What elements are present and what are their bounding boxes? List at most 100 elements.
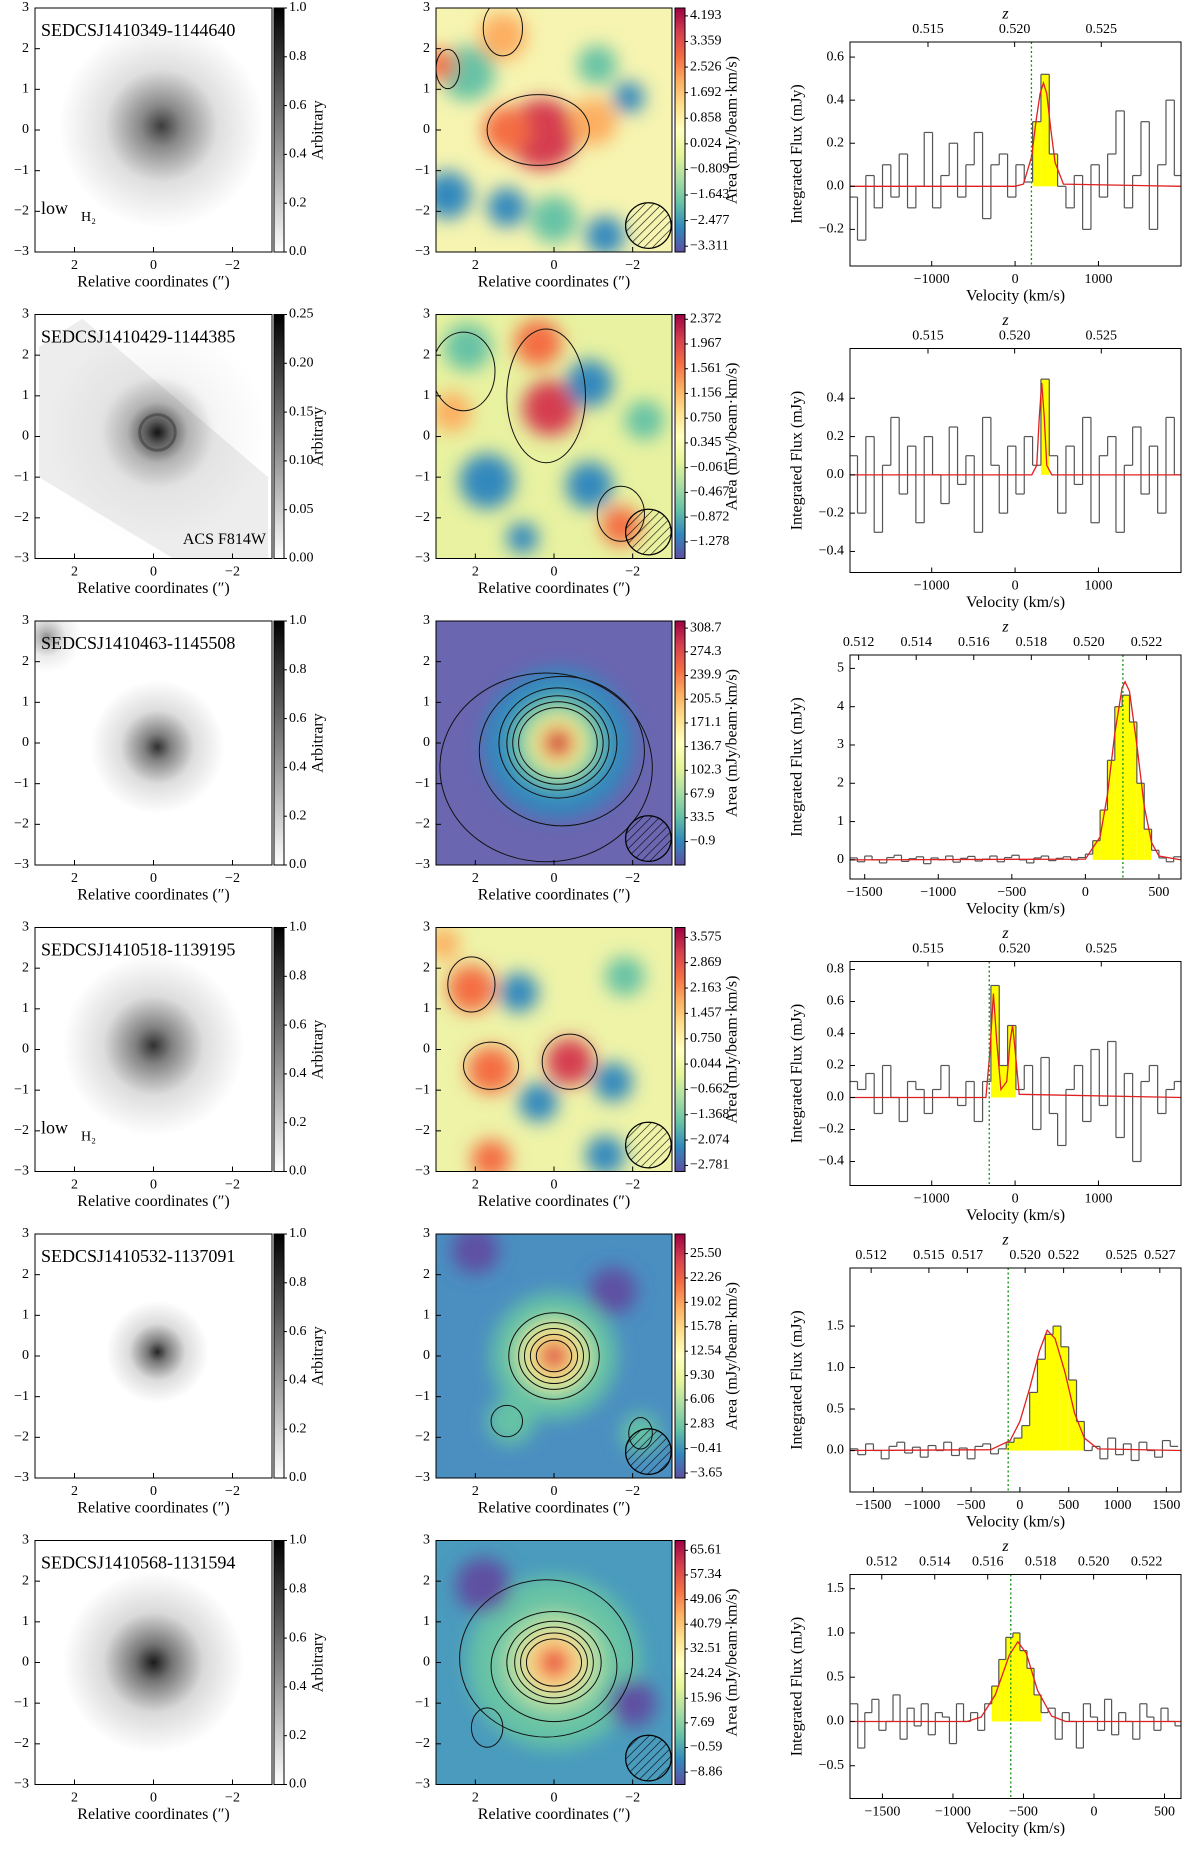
colorbar-tick-label: 4.193 [690, 8, 722, 23]
emission-blob [609, 1679, 657, 1727]
x-tick-label: 0 [551, 871, 558, 886]
x-axis-label: Velocity (km/s) [966, 288, 1065, 305]
line-emission-fill [1122, 695, 1130, 860]
colorbar-tick-label: 1.0 [289, 1533, 307, 1548]
x-tick-label: 2 [472, 565, 479, 580]
colorbar-tick-label: 0.2 [289, 808, 307, 823]
axes-frame [849, 348, 1182, 573]
x-axis-label: Relative coordinates (″) [77, 887, 229, 904]
emission-blob [518, 1082, 558, 1123]
x-tick-label: −2 [625, 1791, 640, 1806]
colorbar [273, 314, 285, 559]
colorbar-tick-label: 2.372 [690, 311, 722, 326]
y-axis-label: Integrated Flux (mJy) [789, 1617, 806, 1757]
x-tick-label: −2 [625, 565, 640, 580]
colorbar-label: Area (mJy/beam·km/s) [724, 669, 741, 817]
y-tick-label: 1.0 [827, 1360, 845, 1375]
emission-blob [436, 392, 472, 432]
x-tick-label: 1000 [1084, 272, 1112, 287]
colorbar [273, 927, 285, 1172]
line-emission-fill [998, 1659, 1006, 1722]
colorbar-tick-label: 25.50 [690, 1246, 722, 1261]
y-tick-label: 0.6 [827, 49, 845, 64]
emission-blob [487, 1397, 535, 1445]
y-tick-label: 2 [22, 41, 29, 56]
y-tick-label: −1 [14, 1082, 29, 1097]
colorbar-tick-label: 0.00 [289, 551, 314, 566]
colorbar-tick-label: 0.2 [289, 195, 307, 210]
colorbar-tick-label: 239.9 [690, 668, 722, 683]
object-name: SEDCSJ1410429-1144385 [41, 327, 235, 347]
x-tick-label: 0 [551, 1484, 558, 1499]
line-emission-fill [1019, 1650, 1027, 1722]
y-tick-label: 2 [22, 1267, 29, 1282]
colorbar-label: Area (mJy/beam·km/s) [724, 1589, 741, 1737]
x-tick-label: 0 [150, 1178, 157, 1193]
x2-tick-label: 0.518 [1025, 1555, 1057, 1570]
x-axis-label: Velocity (km/s) [966, 1514, 1065, 1531]
colorbar [273, 620, 285, 866]
gaussian-fit [850, 382, 1181, 476]
x2-tick-label: 0.520 [999, 329, 1031, 344]
x2-tick-label: 0.522 [1131, 1555, 1163, 1570]
colorbar-tick-label: −2.074 [690, 1132, 729, 1147]
annotation: H₂ [81, 210, 96, 225]
y-tick-label: 2 [423, 41, 430, 56]
colorbar [674, 7, 686, 253]
emission-blob [522, 380, 578, 436]
y-tick-label: −2 [415, 1123, 430, 1138]
y-tick-label: −2 [415, 1430, 430, 1445]
emission-blob [577, 45, 617, 85]
y-axis-label: Integrated Flux (mJy) [789, 1310, 806, 1450]
y-tick-label: 3 [22, 1533, 29, 1548]
contour [490, 1611, 618, 1723]
y-tick-label: −0.4 [819, 1154, 844, 1169]
x-tick-label: −2 [625, 1484, 640, 1499]
axes-frame [849, 1574, 1182, 1799]
x2-axis-label: z [1001, 619, 1009, 636]
emission-blob [585, 216, 625, 252]
contour [447, 956, 496, 1013]
y-tick-label: 3 [423, 920, 430, 935]
y-tick-label: 1 [423, 1001, 430, 1016]
colorbar-tick-label: 3.575 [690, 930, 722, 945]
y-axis-label: Integrated Flux (mJy) [789, 84, 806, 224]
y-tick-label: 3 [22, 1226, 29, 1241]
x2-tick-label: 0.527 [1144, 1248, 1176, 1263]
y-tick-label: −1 [415, 1389, 430, 1404]
galaxy-light [46, 321, 269, 544]
y-tick-label: −1 [14, 776, 29, 791]
x-tick-label: −1000 [920, 885, 956, 900]
x-axis-label: Relative coordinates (″) [478, 274, 630, 291]
y-tick-label: 0.5 [827, 1401, 845, 1416]
colorbar-tick-label: −0.872 [690, 509, 729, 524]
annotation: H₂ [81, 1130, 96, 1145]
line-emission-fill [991, 1686, 999, 1722]
colorbar-tick-label: 22.26 [690, 1270, 722, 1285]
contour [436, 48, 461, 90]
colorbar-tick-label: −0.061 [690, 460, 729, 475]
map-image [35, 1234, 272, 1478]
contour [514, 1626, 594, 1699]
y-tick-label: 0 [423, 122, 430, 137]
colorbar-tick-label: 1.0 [289, 0, 307, 15]
y-tick-label: 3 [423, 307, 430, 322]
beam [624, 508, 672, 556]
colorbar-tick-label: 0.4 [289, 760, 307, 775]
colorbar-tick-label: 32.51 [690, 1641, 722, 1656]
x-tick-label: −1500 [847, 885, 883, 900]
x2-tick-label: 0.514 [919, 1555, 951, 1570]
y-tick-label: −3 [14, 1164, 29, 1179]
y-tick-label: −2 [415, 510, 430, 525]
emission-blob [550, 735, 566, 751]
line-emission-fill [1029, 1392, 1038, 1451]
map-image [436, 8, 672, 252]
emission-blob [467, 1046, 515, 1094]
x-axis-label: Relative coordinates (″) [77, 580, 229, 597]
colorbar-label: Arbitrary [310, 1326, 327, 1386]
y-tick-label: 1 [22, 695, 29, 710]
y-tick-label: 0 [22, 122, 29, 137]
y-tick-label: −1 [14, 1695, 29, 1710]
line-emission-fill [1037, 1359, 1046, 1451]
emission-blob [565, 360, 614, 408]
